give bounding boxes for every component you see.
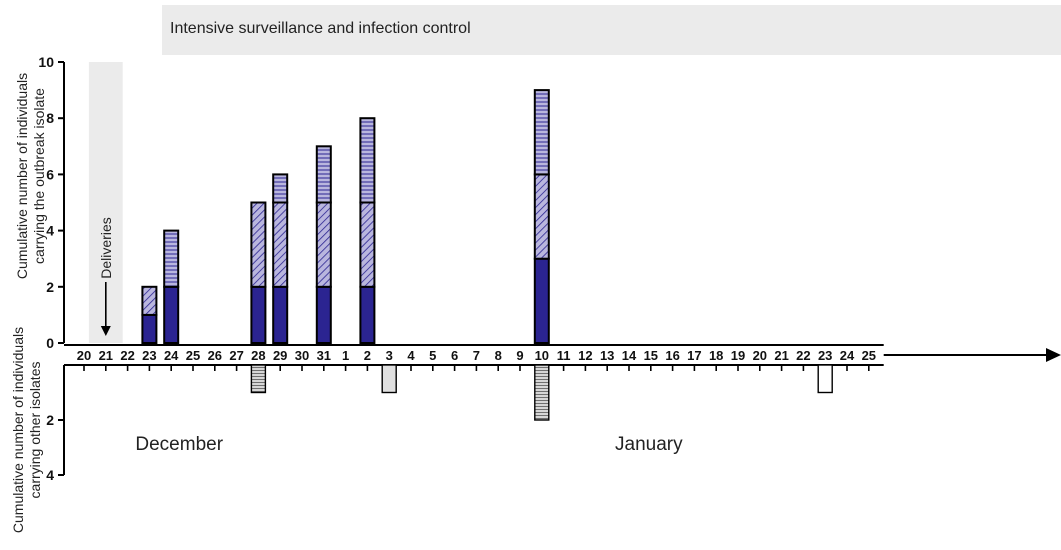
lower-y-axis-title-2: carrying other isolates	[27, 362, 43, 499]
upper-y-axis-title: Cumulative number of individuals	[14, 73, 30, 279]
outbreak-bar-segment	[163, 229, 180, 288]
lower-y-tick-label: 2	[46, 412, 54, 428]
date-label: 17	[687, 348, 701, 363]
date-label: 16	[665, 348, 679, 363]
upper-y-tick-label: 0	[46, 335, 54, 351]
date-label: 1	[342, 348, 349, 363]
other-isolate-bar	[381, 364, 397, 394]
outbreak-bar-segment	[315, 201, 332, 288]
date-label: 23	[818, 348, 832, 363]
lower-y-axis-title-line2: carrying other isolates	[27, 362, 43, 499]
lower-y-axis-title: Cumulative number of individuals	[10, 327, 26, 533]
date-label: 4	[407, 348, 415, 363]
upper-y-axis-title-line1: Cumulative number of individuals	[14, 73, 30, 279]
upper-y-tick-label: 2	[46, 279, 54, 295]
date-label: 15	[644, 348, 658, 363]
lower-y-axis-title-line1: Cumulative number of individuals	[10, 327, 26, 533]
date-label: 6	[451, 348, 458, 363]
date-label: 22	[796, 348, 810, 363]
date-label: 10	[535, 348, 549, 363]
outbreak-bar-segment	[141, 285, 158, 316]
outbreak-bar-segment	[250, 285, 267, 344]
outbreak-bar-segment	[315, 145, 332, 204]
date-label: 13	[600, 348, 614, 363]
outbreak-bar-segment	[272, 201, 289, 288]
bars-layer	[141, 89, 833, 421]
date-label: 29	[273, 348, 287, 363]
axes-layer	[58, 61, 1061, 476]
date-label: 26	[208, 348, 222, 363]
outbreak-bar-segment	[272, 173, 289, 204]
date-label: 24	[840, 348, 855, 363]
date-label: 28	[251, 348, 265, 363]
date-label: 2	[364, 348, 371, 363]
upper-y-tick-label: 8	[46, 110, 54, 126]
outbreak-bar-segment	[359, 285, 376, 344]
outbreak-bar-segment	[359, 117, 376, 204]
upper-y-tick-label: 10	[38, 54, 54, 70]
date-label: 21	[774, 348, 788, 363]
date-label: 30	[295, 348, 309, 363]
time-arrow-head-icon	[1046, 348, 1061, 362]
date-label: 24	[164, 348, 179, 363]
outbreak-bar-segment	[141, 313, 158, 344]
date-label: 18	[709, 348, 723, 363]
date-label: 23	[142, 348, 156, 363]
date-label: 12	[578, 348, 592, 363]
intervention-banner-text: Intensive surveillance and infection con…	[170, 20, 471, 37]
outbreak-bar-segment	[250, 201, 267, 288]
date-label: 11	[557, 348, 571, 363]
date-label: 25	[186, 348, 200, 363]
upper-y-tick-label: 6	[46, 166, 54, 182]
outbreak-bar-segment	[359, 201, 376, 288]
date-label: 20	[77, 348, 91, 363]
outbreak-bar-segment	[163, 285, 180, 344]
date-label: 31	[317, 348, 331, 363]
date-label: 7	[473, 348, 480, 363]
date-label: 25	[862, 348, 876, 363]
upper-y-axis-title-2: carrying the outbreak isolate	[31, 88, 47, 264]
other-isolate-bar	[534, 364, 550, 421]
date-label: 14	[622, 348, 637, 363]
month-label: January	[615, 434, 683, 455]
outbreak-bar-segment	[533, 257, 550, 345]
outbreak-bar-segment	[533, 173, 550, 260]
upper-y-axis-title-line2: carrying the outbreak isolate	[31, 88, 47, 264]
lower-y-tick-label: 4	[46, 467, 54, 483]
date-label: 19	[731, 348, 745, 363]
deliveries-arrow-head-icon	[100, 326, 111, 336]
date-label: 8	[495, 348, 502, 363]
date-label: 22	[120, 348, 134, 363]
other-isolate-bar	[817, 364, 833, 394]
outbreak-bar-segment	[315, 285, 332, 344]
date-label: 9	[516, 348, 523, 363]
date-label: 20	[753, 348, 767, 363]
month-label: December	[135, 434, 223, 455]
date-label: 5	[429, 348, 436, 363]
date-label: 3	[386, 348, 393, 363]
outbreak-bar-segment	[533, 89, 550, 176]
other-isolate-bar	[250, 364, 267, 394]
date-label: 27	[229, 348, 243, 363]
date-label: 21	[99, 348, 113, 363]
upper-y-tick-label: 4	[46, 223, 54, 239]
deliveries-annotation: Deliveries	[98, 217, 114, 278]
outbreak-bar-segment	[272, 285, 289, 344]
intervention-banner	[162, 5, 1061, 55]
